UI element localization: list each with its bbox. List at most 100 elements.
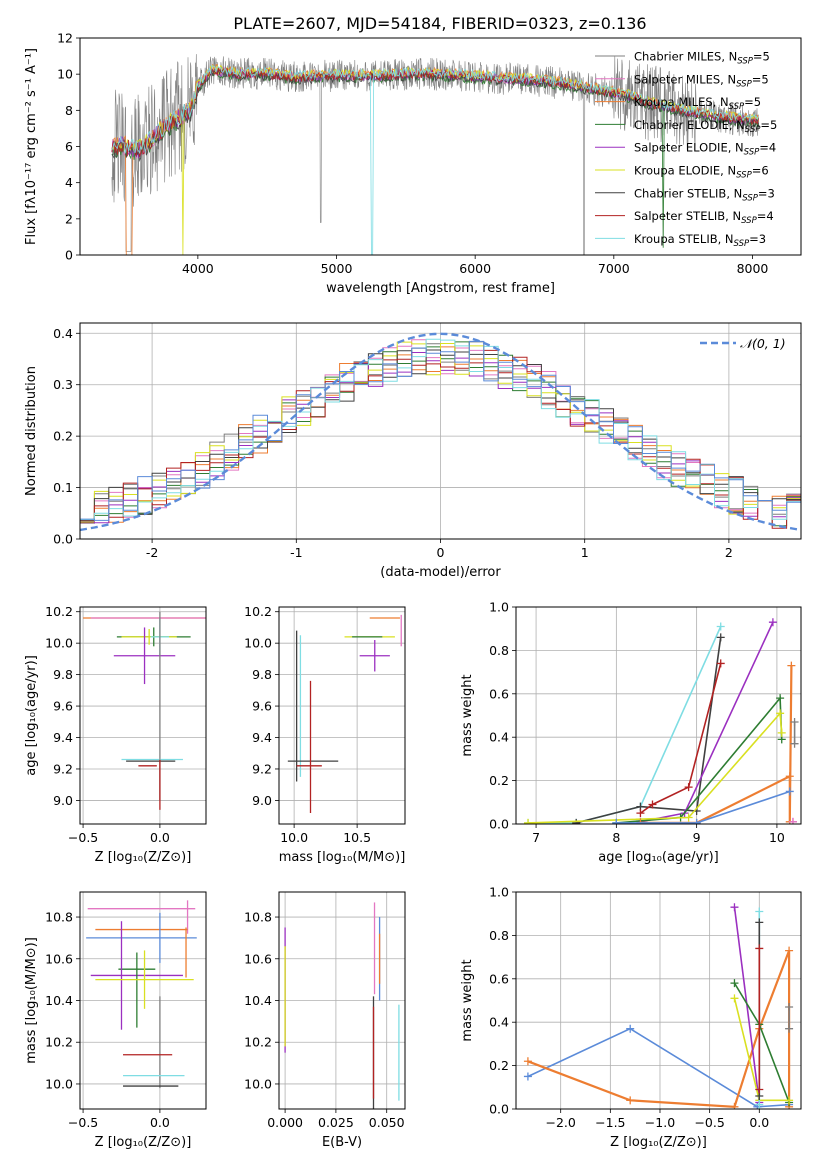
y-tick-label: 9.6 xyxy=(53,699,73,714)
y-tick-label: 0 xyxy=(65,248,73,263)
x-axis-label: age [log₁₀(age/yr)] xyxy=(598,850,719,865)
y-tick-label: 9.0 xyxy=(53,793,73,808)
y-tick-label: 9.4 xyxy=(53,730,73,745)
legend-entry: Kroupa STELIB, NSSP=3 xyxy=(634,232,766,249)
weight-point-marker xyxy=(785,1003,794,1012)
y-axis-label: age [log₁₀(age/yr)] xyxy=(24,655,39,776)
weight-point-marker xyxy=(730,903,739,912)
x-tick-label: −2.0 xyxy=(546,1115,576,1130)
weight-point-marker xyxy=(523,1057,532,1066)
y-tick-label: 10.0 xyxy=(45,636,73,651)
axes-frame xyxy=(79,606,207,825)
legend-entry: Chabrier STELIB, NSSP=3 xyxy=(634,186,775,203)
plot-area xyxy=(80,332,801,532)
weight-series-line xyxy=(733,998,790,1102)
y-tick-label: 9.2 xyxy=(53,761,73,776)
weight-point-marker xyxy=(730,979,739,988)
weight-point-marker xyxy=(716,659,725,668)
x-axis-label: Z [log₁₀(Z/Z⊙)] xyxy=(610,1135,707,1150)
weight-point-marker xyxy=(755,1100,764,1109)
weight-point-marker xyxy=(790,718,799,727)
y-tick-label: 9.0 xyxy=(252,793,272,808)
weight-point-marker xyxy=(612,818,621,824)
x-tick-label: 1 xyxy=(581,545,589,560)
weight-point-marker xyxy=(755,944,764,953)
plot-area xyxy=(83,611,206,810)
weight-point-marker xyxy=(776,709,785,718)
y-tick-label: 0.6 xyxy=(489,686,509,701)
x-tick-label: 8000 xyxy=(737,261,769,276)
y-tick-label: 0.2 xyxy=(53,429,73,444)
y-tick-label: 0.0 xyxy=(53,532,73,547)
panel-weight_vs_Z: −2.0 −1.5 −1.0 −0.5 0.0 0.0 0.2 0.4 0.6 0.8 1.0 Z [… xyxy=(460,885,802,1150)
axes-frame xyxy=(79,322,802,540)
panel-spectrum: 4000 5000 6000 7000 8000 0 2 4 6 8 10 12 wavelength … xyxy=(24,31,802,296)
y-tick-label: 9.4 xyxy=(252,730,272,745)
axes-frame xyxy=(515,891,802,1110)
weight-point-marker xyxy=(776,694,785,703)
plot-area xyxy=(287,614,402,813)
panel-age_vs_Z: −0.5 0.0 9.0 9.2 9.4 9.6 9.8 10.0 10.2 Z [log₁₀(Z… xyxy=(24,604,207,865)
histogram-step-line xyxy=(80,341,801,522)
x-axis-label: (data-model)/error xyxy=(380,565,501,580)
x-axis-label: Z [log₁₀(Z/Z⊙)] xyxy=(95,1135,192,1150)
weight-point-marker xyxy=(788,817,797,824)
weight-point-marker xyxy=(684,783,693,792)
weight-point-marker xyxy=(785,1096,794,1105)
weight-point-marker xyxy=(790,739,799,748)
weight-point-marker xyxy=(777,728,786,737)
y-tick-label: 9.2 xyxy=(252,761,272,776)
y-tick-label: 10.4 xyxy=(45,993,73,1008)
x-tick-label: 6000 xyxy=(459,261,491,276)
x-tick-label: 10 xyxy=(769,830,785,845)
panel-mass_vs_Z: −0.5 0.0 10.0 10.2 10.4 10.6 10.8 Z [log₁₀(Z/Z⊙… xyxy=(24,891,207,1150)
weight-series-line xyxy=(527,1027,790,1108)
x-tick-label: −1.0 xyxy=(645,1115,675,1130)
weight-series-line xyxy=(639,663,722,814)
axes-frame xyxy=(278,606,406,825)
y-tick-label: 10 xyxy=(57,67,73,82)
grid-lines xyxy=(80,607,206,824)
legend-entry: 𝒩(0, 1) xyxy=(740,336,786,351)
y-tick-label: 1.0 xyxy=(489,885,509,900)
x-tick-label: −0.5 xyxy=(68,830,98,845)
weight-point-marker xyxy=(785,772,794,781)
y-tick-label: 4 xyxy=(65,175,73,190)
x-tick-label: 7 xyxy=(532,830,540,845)
weight-point-marker xyxy=(626,1024,635,1033)
plot-area xyxy=(86,900,197,1089)
weight-series-line xyxy=(528,626,722,824)
y-axis-label: mass [log₁₀(M/M⊙)] xyxy=(24,937,39,1064)
y-tick-label: 0.4 xyxy=(489,1015,509,1030)
y-tick-label: 0.2 xyxy=(489,773,509,788)
weight-point-marker xyxy=(755,907,764,916)
legend-entry: Kroupa ELODIE, NSSP=6 xyxy=(634,164,769,181)
histogram-step-line xyxy=(80,340,801,521)
y-tick-label: 0.2 xyxy=(489,1058,509,1073)
grid-lines xyxy=(279,607,405,824)
normal-curve xyxy=(80,332,799,532)
x-tick-label: 7000 xyxy=(598,261,630,276)
y-tick-label: 10.8 xyxy=(244,910,272,925)
histogram-step-line xyxy=(80,338,801,521)
weight-point-marker xyxy=(716,622,725,631)
axes-frame xyxy=(79,37,802,256)
x-tick-label: 0 xyxy=(437,545,445,560)
weight-point-marker xyxy=(730,1102,739,1109)
y-tick-label: 0.0 xyxy=(489,1102,509,1117)
y-axis-label: Normed distribution xyxy=(24,366,39,496)
weight-point-marker xyxy=(684,813,693,822)
x-tick-label: −0.5 xyxy=(68,1115,98,1130)
weight-point-marker xyxy=(785,946,794,955)
weight-point-marker xyxy=(730,994,739,1003)
grid-lines xyxy=(279,892,405,1109)
y-axis-label: mass weight xyxy=(460,959,475,1041)
weight-point-marker xyxy=(692,818,701,824)
y-tick-label: 8 xyxy=(65,103,73,118)
y-tick-label: 0.8 xyxy=(489,643,509,658)
y-tick-label: 10.6 xyxy=(45,951,73,966)
weight-series-line xyxy=(527,711,783,824)
legend-entry: Salpeter ELODIE, NSSP=4 xyxy=(634,141,776,158)
plot-area xyxy=(284,902,400,1109)
